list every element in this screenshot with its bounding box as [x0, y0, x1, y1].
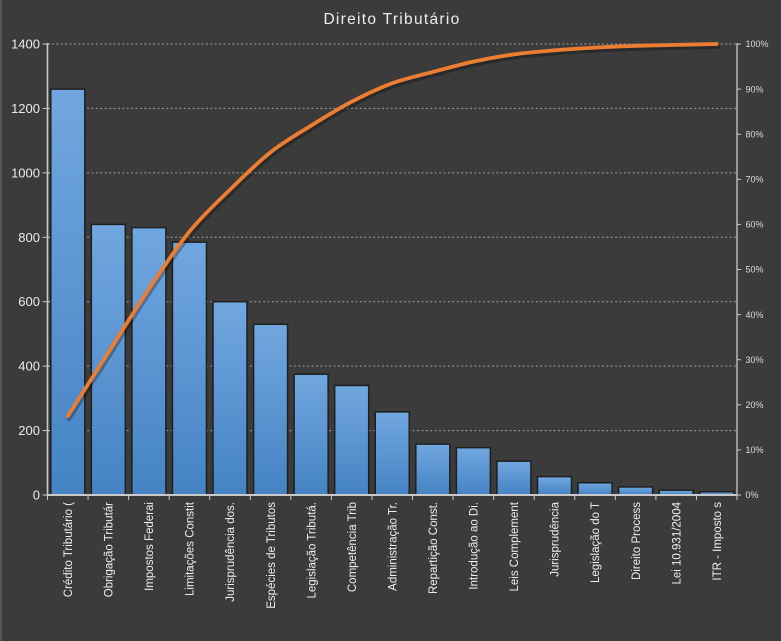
y-left-tick-label: 1400 — [11, 37, 40, 52]
y-right-tick-label: 10% — [746, 445, 764, 455]
bar[interactable] — [252, 323, 289, 496]
x-category-label-group: Limitações Constit — [185, 501, 197, 596]
x-category-label-group: Lei 10.931/2004 — [671, 501, 683, 584]
x-category-label: Espécies de Tributos — [266, 502, 278, 609]
x-category-label: Introdução ao Di. — [469, 502, 481, 590]
bar[interactable] — [455, 446, 492, 496]
x-category-label: Leis Complement — [509, 501, 521, 591]
x-category-label-group: Espécies de Tributos — [266, 502, 278, 609]
y-right-tick-label: 50% — [746, 265, 764, 275]
bar[interactable] — [171, 241, 208, 496]
y-right-tick-label: 100% — [746, 39, 769, 49]
x-category-label-group: Direito Process — [631, 502, 643, 580]
x-category-label-group: Competência Trib — [347, 502, 359, 592]
cumulative-line-layer — [65, 42, 721, 421]
x-category-label: Repartição Const. — [428, 502, 440, 594]
cumulative-line-shadow — [66, 43, 721, 421]
x-category-label: Limitações Constit — [185, 501, 197, 596]
x-category-label-group: Legislação do T — [590, 502, 602, 583]
bar[interactable] — [374, 411, 410, 496]
y-left-tick-label: 1000 — [11, 165, 40, 180]
bar[interactable] — [293, 373, 329, 496]
x-category-label: Jurisprudência dos. — [225, 502, 237, 602]
x-category-label-group: Repartição Const. — [428, 502, 440, 594]
bar[interactable] — [536, 475, 573, 496]
x-category-label: Impostos Federai — [144, 502, 156, 591]
y-right-tick-label: 60% — [746, 220, 764, 230]
axis-labels-layer: 0 200 400 600 800 1000 1200 1400 0% 10% 20% 30% 40% 5… — [11, 37, 768, 609]
y-left-tick-label: 600 — [18, 294, 40, 309]
bar[interactable] — [617, 486, 654, 496]
y-right-tick-label: 70% — [746, 175, 764, 185]
bar[interactable] — [333, 384, 370, 496]
x-category-label-group: Obrigação Tributár — [104, 502, 116, 597]
y-left-tick-label: 1200 — [11, 101, 40, 116]
x-category-label: Direito Process — [631, 502, 643, 580]
x-category-label: Crédito Tributário ( — [63, 502, 75, 597]
x-category-label: Lei 10.931/2004 — [671, 501, 683, 584]
x-category-label-group: Jurisprudência dos. — [225, 502, 237, 602]
cumulative-line[interactable] — [65, 42, 719, 418]
x-category-label-group: Introdução ao Di. — [469, 502, 481, 590]
y-right-tick-label: 40% — [746, 310, 764, 320]
x-category-label: Jurisprudência — [550, 501, 562, 576]
x-category-label-group: Legislação Tributá. — [306, 502, 318, 599]
bars-layer — [50, 88, 735, 496]
bar[interactable] — [131, 226, 167, 496]
bar[interactable] — [577, 482, 613, 496]
chart-title: Direito Tributário — [323, 11, 460, 28]
x-category-label: Obrigação Tributár — [104, 502, 116, 597]
x-category-label: Administração Tr. — [387, 502, 399, 591]
x-category-label-group: Jurisprudência — [550, 501, 562, 576]
x-category-label: ITR - Imposto s — [712, 502, 724, 581]
x-category-label: Competência Trib — [347, 502, 359, 592]
x-category-label-group: Crédito Tributário ( — [63, 502, 75, 597]
x-category-label: Legislação do T — [590, 502, 602, 583]
y-left-tick-label: 400 — [18, 359, 40, 374]
x-category-label: Legislação Tributá. — [306, 502, 318, 599]
y-right-tick-label: 90% — [746, 84, 764, 94]
axes-layer — [42, 43, 741, 500]
x-category-label-group: Impostos Federai — [144, 502, 156, 591]
bar[interactable] — [415, 443, 451, 496]
window-edge-highlight — [0, 0, 2, 641]
bar[interactable] — [496, 460, 532, 496]
y-left-tick-label: 800 — [18, 230, 40, 245]
y-right-tick-label: 30% — [746, 355, 764, 365]
y-right-tick-label: 0% — [746, 490, 759, 500]
x-category-label-group: ITR - Imposto s — [712, 502, 724, 581]
x-category-label-group: Administração Tr. — [387, 502, 399, 591]
x-category-label-group: Leis Complement — [509, 501, 521, 591]
bar[interactable] — [50, 88, 86, 496]
y-right-tick-label: 20% — [746, 400, 764, 410]
bar[interactable] — [90, 223, 127, 496]
y-left-tick-label: 200 — [18, 423, 40, 438]
y-right-tick-label: 80% — [746, 129, 764, 139]
bar[interactable] — [212, 300, 248, 496]
y-left-tick-label: 0 — [33, 488, 40, 503]
